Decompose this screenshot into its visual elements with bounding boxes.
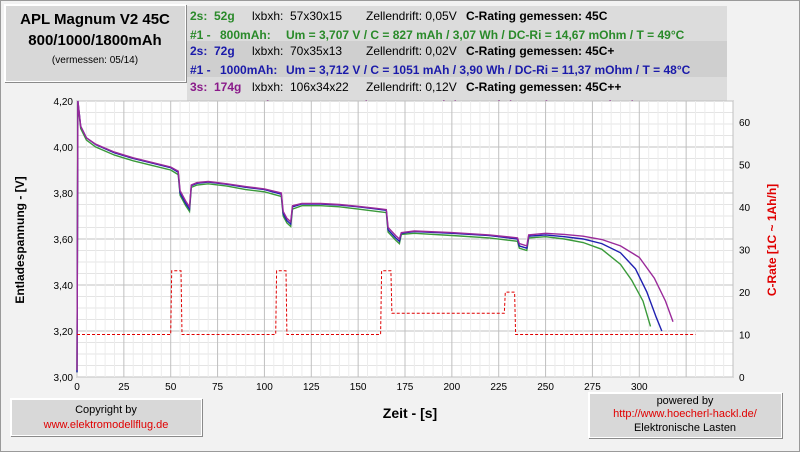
test-notes-box: 1Z normierte Darstellung mit gespreizter… (186, 113, 658, 161)
pack-result-prefix: #1 - (190, 63, 211, 77)
note-line-1: 1Z normierte Darstellung mit gespreizter… (192, 116, 465, 126)
pack-row-bg (187, 41, 727, 77)
note-line-3: Umin = 3,2V/Z Abschaltung; Tempmax = 65°… (192, 144, 589, 154)
note-seg-2: / 3x5s: (289, 130, 320, 140)
pack-result: Um = 3,716 V / C = 1902 mAh / 7,07 Wh / … (286, 98, 685, 112)
powered-by-caption: Elektronische Lasten (633, 422, 737, 434)
note-crate-5: 10C (505, 130, 522, 140)
pack-drift: Zellendrift: 0,05V (366, 9, 457, 23)
powered-by-box: powered by http://www.hoecherl-hackl.de/… (588, 392, 782, 438)
pack-row-bg (187, 6, 727, 42)
pack-drift: Zellendrift: 0,12V (366, 80, 457, 94)
pack-dims: 57x30x15 (290, 9, 343, 23)
pack-dims-label: lxbxh: (252, 44, 284, 58)
pack-weight: 72g (214, 44, 235, 58)
pack-result-prefix: #1 - (190, 28, 211, 42)
pack-result: Um = 3,707 V / C = 827 mAh / 3,07 Wh / D… (286, 28, 685, 42)
note-seg-1: 3x50s: (244, 130, 275, 140)
note-seg-6: Start bei ca. 21°C und nach 10Min. (521, 130, 656, 140)
pack-result-cap: 800mAh: (220, 28, 271, 42)
note-crate-3: 15C (369, 130, 386, 140)
note-crate-2: 25C (319, 130, 336, 140)
pack-dims: 70x35x13 (290, 44, 343, 58)
pack-rating: C-Rating gemessen: 45C+ (466, 44, 615, 58)
copyright-box: Copyright by www.elektromodellflug.de (10, 398, 202, 436)
pack-result-cap: 1000mAh: (220, 63, 278, 77)
powered-by-link[interactable]: http://www.hoecherl-hackl.de/ (613, 408, 757, 420)
pack-cells: 2s: (190, 44, 208, 58)
pack-result: Um = 3,712 V / C = 1051 mAh / 3,90 Wh / … (286, 63, 691, 77)
note-line-2: Entladestrom: 3x50s: 10C / 3x5s: 25C / 1… (192, 130, 656, 140)
pack-rating: C-Rating gemessen: 45C++ (466, 80, 622, 94)
pack-dims-label: lxbxh: (252, 80, 284, 94)
note-seg-3: / 1x60s: (335, 130, 370, 140)
copyright-label: Copyright by (75, 404, 137, 416)
note-crate-1: 10C (274, 130, 290, 140)
chart-subtitle: 800/1000/1800mAh (28, 32, 162, 49)
measured-date: (vermessen: 05/14) (51, 55, 139, 66)
pack-cells: 3s: (190, 80, 208, 94)
chart-title: APL Magnum V2 45C (20, 11, 170, 28)
pack-weight: 174g (214, 80, 242, 94)
pack-result-cap: 1800mAh: (220, 98, 278, 112)
pack-dims: 106x34x22 (290, 80, 349, 94)
pack-dims-label: lxbxh: (252, 9, 284, 23)
note-crate-4: 20C (415, 130, 431, 140)
pack-cells: 2s: (190, 9, 208, 23)
pack-drift: Zellendrift: 0,02V (366, 44, 457, 58)
pack-result-prefix: #1 - (190, 98, 211, 112)
pack-rating: C-Rating gemessen: 45C (466, 9, 608, 23)
note-seg-4: / 1x5s: (385, 130, 416, 140)
note-warning-mark: ! (587, 144, 590, 154)
copyright-link[interactable]: www.elektromodellflug.de (43, 419, 169, 431)
note-seg-5: : / bis Entladeende: (430, 130, 506, 140)
note-current-label: Entladestrom: (192, 130, 245, 140)
note-limits: Umin = 3,2V/Z Abschaltung; Tempmax = 65°… (192, 144, 588, 154)
powered-by-label: powered by (656, 395, 714, 407)
pack-weight: 52g (214, 9, 235, 23)
title-box: APL Magnum V2 45C 800/1000/1800mAh (verm… (4, 4, 186, 82)
